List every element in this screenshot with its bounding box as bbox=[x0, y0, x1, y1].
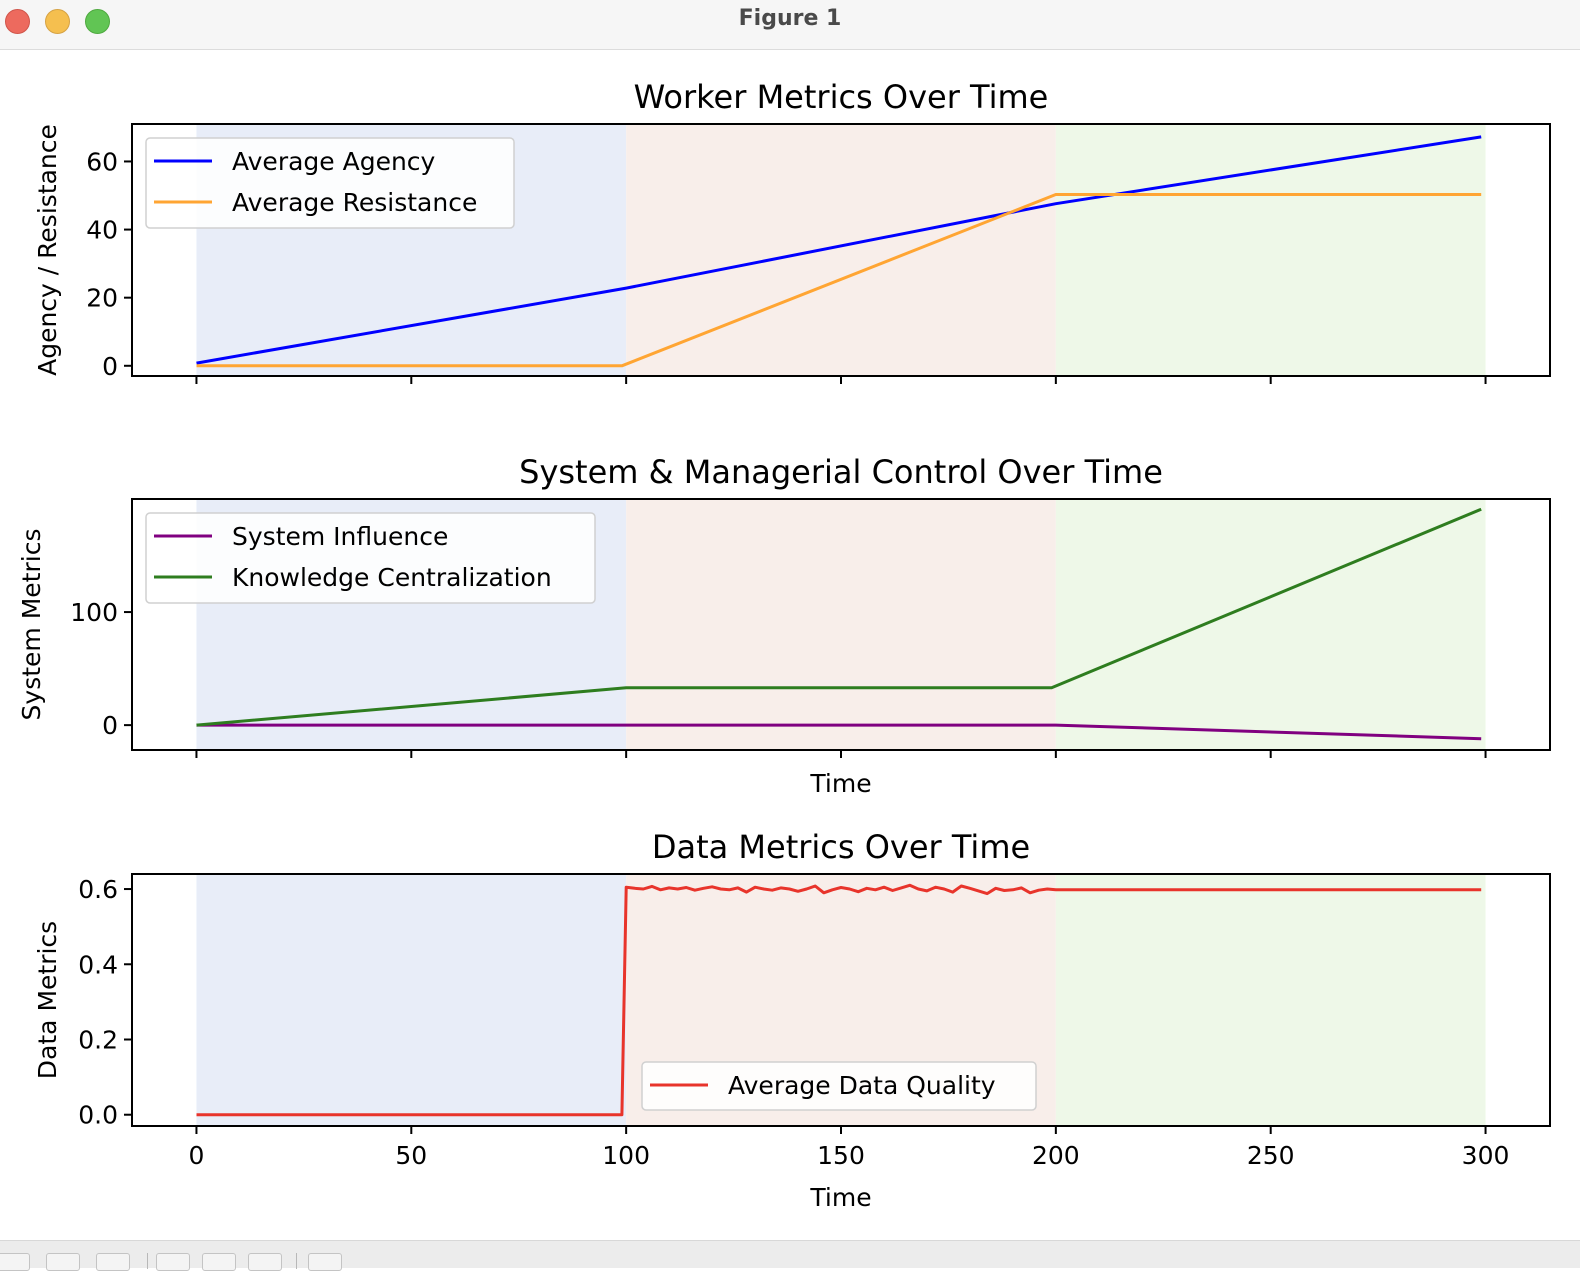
legend-label: Average Agency bbox=[232, 147, 436, 176]
window-title: Figure 1 bbox=[738, 6, 842, 31]
y-tick-label: 0 bbox=[102, 352, 118, 381]
phase-band bbox=[626, 499, 1056, 750]
y-tick-label: 0 bbox=[102, 711, 118, 740]
maximize-window-button[interactable] bbox=[85, 9, 110, 34]
series-line bbox=[196, 883, 1482, 1117]
phase-band bbox=[626, 124, 1056, 376]
chart-title: System & Managerial Control Over Time bbox=[519, 453, 1163, 491]
phase-band bbox=[1055, 124, 1486, 376]
legend-box bbox=[641, 1061, 1037, 1111]
toolbar bbox=[0, 1240, 1580, 1271]
y-tick-label: 0.2 bbox=[78, 1025, 118, 1054]
x-tick-label: 100 bbox=[602, 1141, 650, 1170]
series-line bbox=[196, 507, 1482, 727]
phase-band bbox=[1055, 874, 1486, 1126]
series-line bbox=[196, 193, 1482, 368]
close-window-button[interactable] bbox=[5, 9, 30, 34]
legend-box bbox=[145, 512, 596, 604]
series-line bbox=[196, 135, 1482, 365]
figure-canvas: 0 20 40 60 Worker Metrics Over Time Agency / … bbox=[17, 78, 1551, 1212]
y-axis-label: System Metrics bbox=[17, 529, 46, 721]
home-button[interactable] bbox=[0, 1253, 30, 1271]
pan-button[interactable] bbox=[156, 1253, 190, 1271]
forward-button[interactable] bbox=[96, 1253, 130, 1271]
y-axis-label: Data Metrics bbox=[33, 921, 62, 1079]
save-figure-button[interactable] bbox=[308, 1253, 342, 1271]
x-tick-label: 200 bbox=[1032, 1141, 1080, 1170]
y-tick-label: 0.6 bbox=[78, 875, 118, 904]
toolbar-separator bbox=[147, 1253, 148, 1269]
configure-subplots-button[interactable] bbox=[248, 1253, 282, 1271]
back-button[interactable] bbox=[46, 1253, 80, 1271]
phase-band bbox=[1055, 499, 1486, 750]
y-tick-label: 60 bbox=[86, 147, 118, 176]
x-axis-label: Time bbox=[809, 1183, 871, 1212]
x-axis-label: Time bbox=[809, 769, 871, 798]
chart-title: Worker Metrics Over Time bbox=[634, 78, 1049, 116]
window-titlebar: Figure 1 bbox=[0, 0, 1580, 50]
y-tick-label: 100 bbox=[70, 598, 118, 627]
x-tick-label: 250 bbox=[1247, 1141, 1295, 1170]
x-tick-label: 50 bbox=[395, 1141, 427, 1170]
minimize-window-button[interactable] bbox=[45, 9, 70, 34]
y-axis-label: Agency / Resistance bbox=[33, 124, 62, 376]
toolbar-separator bbox=[296, 1253, 297, 1269]
phase-band bbox=[196, 874, 627, 1126]
y-tick-label: 20 bbox=[86, 284, 118, 313]
y-tick-label: 40 bbox=[86, 216, 118, 245]
x-tick-label: 150 bbox=[817, 1141, 865, 1170]
x-tick-label: 300 bbox=[1462, 1141, 1510, 1170]
x-tick-label: 0 bbox=[189, 1141, 205, 1170]
chart-title: Data Metrics Over Time bbox=[652, 828, 1030, 866]
series-line bbox=[196, 723, 1482, 741]
legend-label: Average Resistance bbox=[232, 188, 477, 217]
legend-label: Average Data Quality bbox=[728, 1071, 996, 1100]
zoom-button[interactable] bbox=[202, 1253, 236, 1271]
y-tick-label: 0.0 bbox=[78, 1101, 118, 1130]
legend-label: Knowledge Centralization bbox=[232, 563, 552, 592]
legend-box bbox=[145, 137, 515, 229]
y-tick-label: 0.4 bbox=[78, 950, 118, 979]
legend-label: System Influence bbox=[232, 522, 448, 551]
